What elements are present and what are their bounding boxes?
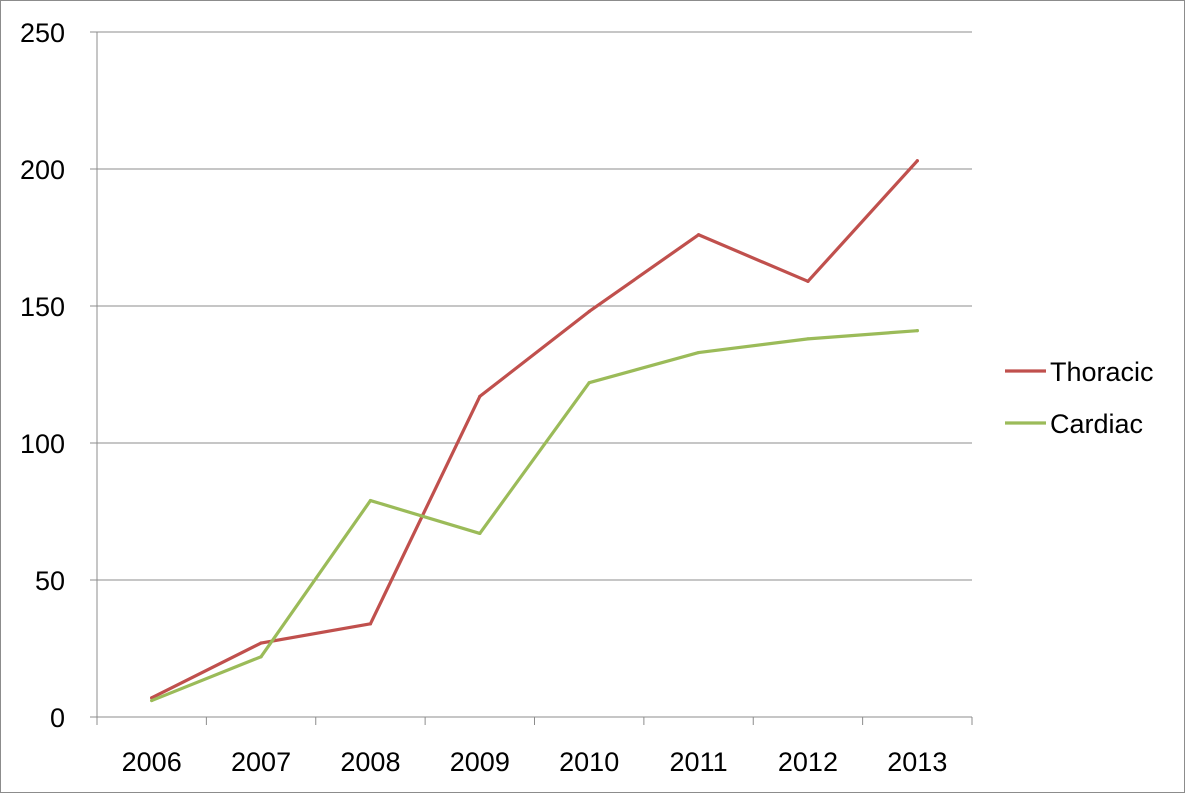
data-point-thoracic-2008	[368, 622, 373, 626]
legend-label-cardiac: Cardiac	[1050, 409, 1143, 439]
y-tick-label: 150	[20, 292, 65, 322]
data-point-cardiac-2011	[696, 350, 701, 355]
y-tick-label: 50	[35, 566, 65, 596]
data-point-cardiac-2012	[806, 337, 810, 341]
series-line-cardiac	[150, 329, 919, 703]
data-point-cardiac-2009	[478, 531, 482, 536]
x-tick-label: 2008	[340, 747, 400, 777]
data-point-thoracic-2009	[478, 394, 482, 399]
x-tick-label: 2010	[559, 747, 619, 777]
axes	[90, 31, 973, 725]
data-point-cardiac-2010	[587, 381, 591, 385]
series-line-thoracic	[150, 159, 919, 700]
data-point-cardiac-2006	[150, 698, 154, 703]
x-tick-label: 2011	[670, 747, 728, 777]
y-axis-tick-labels: 0 50 100 150 200 250	[20, 18, 65, 733]
x-tick-label: 2007	[231, 747, 291, 777]
x-axis-tick-labels: 2006 2007 2008 2009 2010 2011 2012 2013	[122, 747, 948, 777]
gridlines	[97, 31, 972, 581]
data-point-thoracic-2010	[587, 309, 591, 314]
data-point-cardiac-2013	[915, 329, 919, 333]
y-tick-label: 100	[20, 429, 65, 459]
legend-label-thoracic: Thoracic	[1050, 357, 1154, 387]
y-tick-label: 200	[20, 155, 65, 185]
data-point-cardiac-2008	[368, 498, 373, 503]
data-point-thoracic-2012	[806, 279, 810, 283]
x-tick-label: 2006	[122, 747, 182, 777]
y-tick-label: 0	[50, 703, 65, 733]
data-point-thoracic-2011	[696, 233, 701, 237]
data-point-cardiac-2007	[259, 655, 263, 659]
x-tick-label: 2012	[778, 747, 838, 777]
data-point-thoracic-2007	[259, 641, 263, 645]
legend: Thoracic Cardiac	[1005, 357, 1154, 439]
x-tick-label: 2009	[450, 747, 510, 777]
y-tick-label: 250	[20, 18, 65, 48]
data-point-thoracic-2013	[915, 159, 919, 163]
series-lines	[150, 159, 919, 703]
x-tick-label: 2013	[887, 747, 947, 777]
